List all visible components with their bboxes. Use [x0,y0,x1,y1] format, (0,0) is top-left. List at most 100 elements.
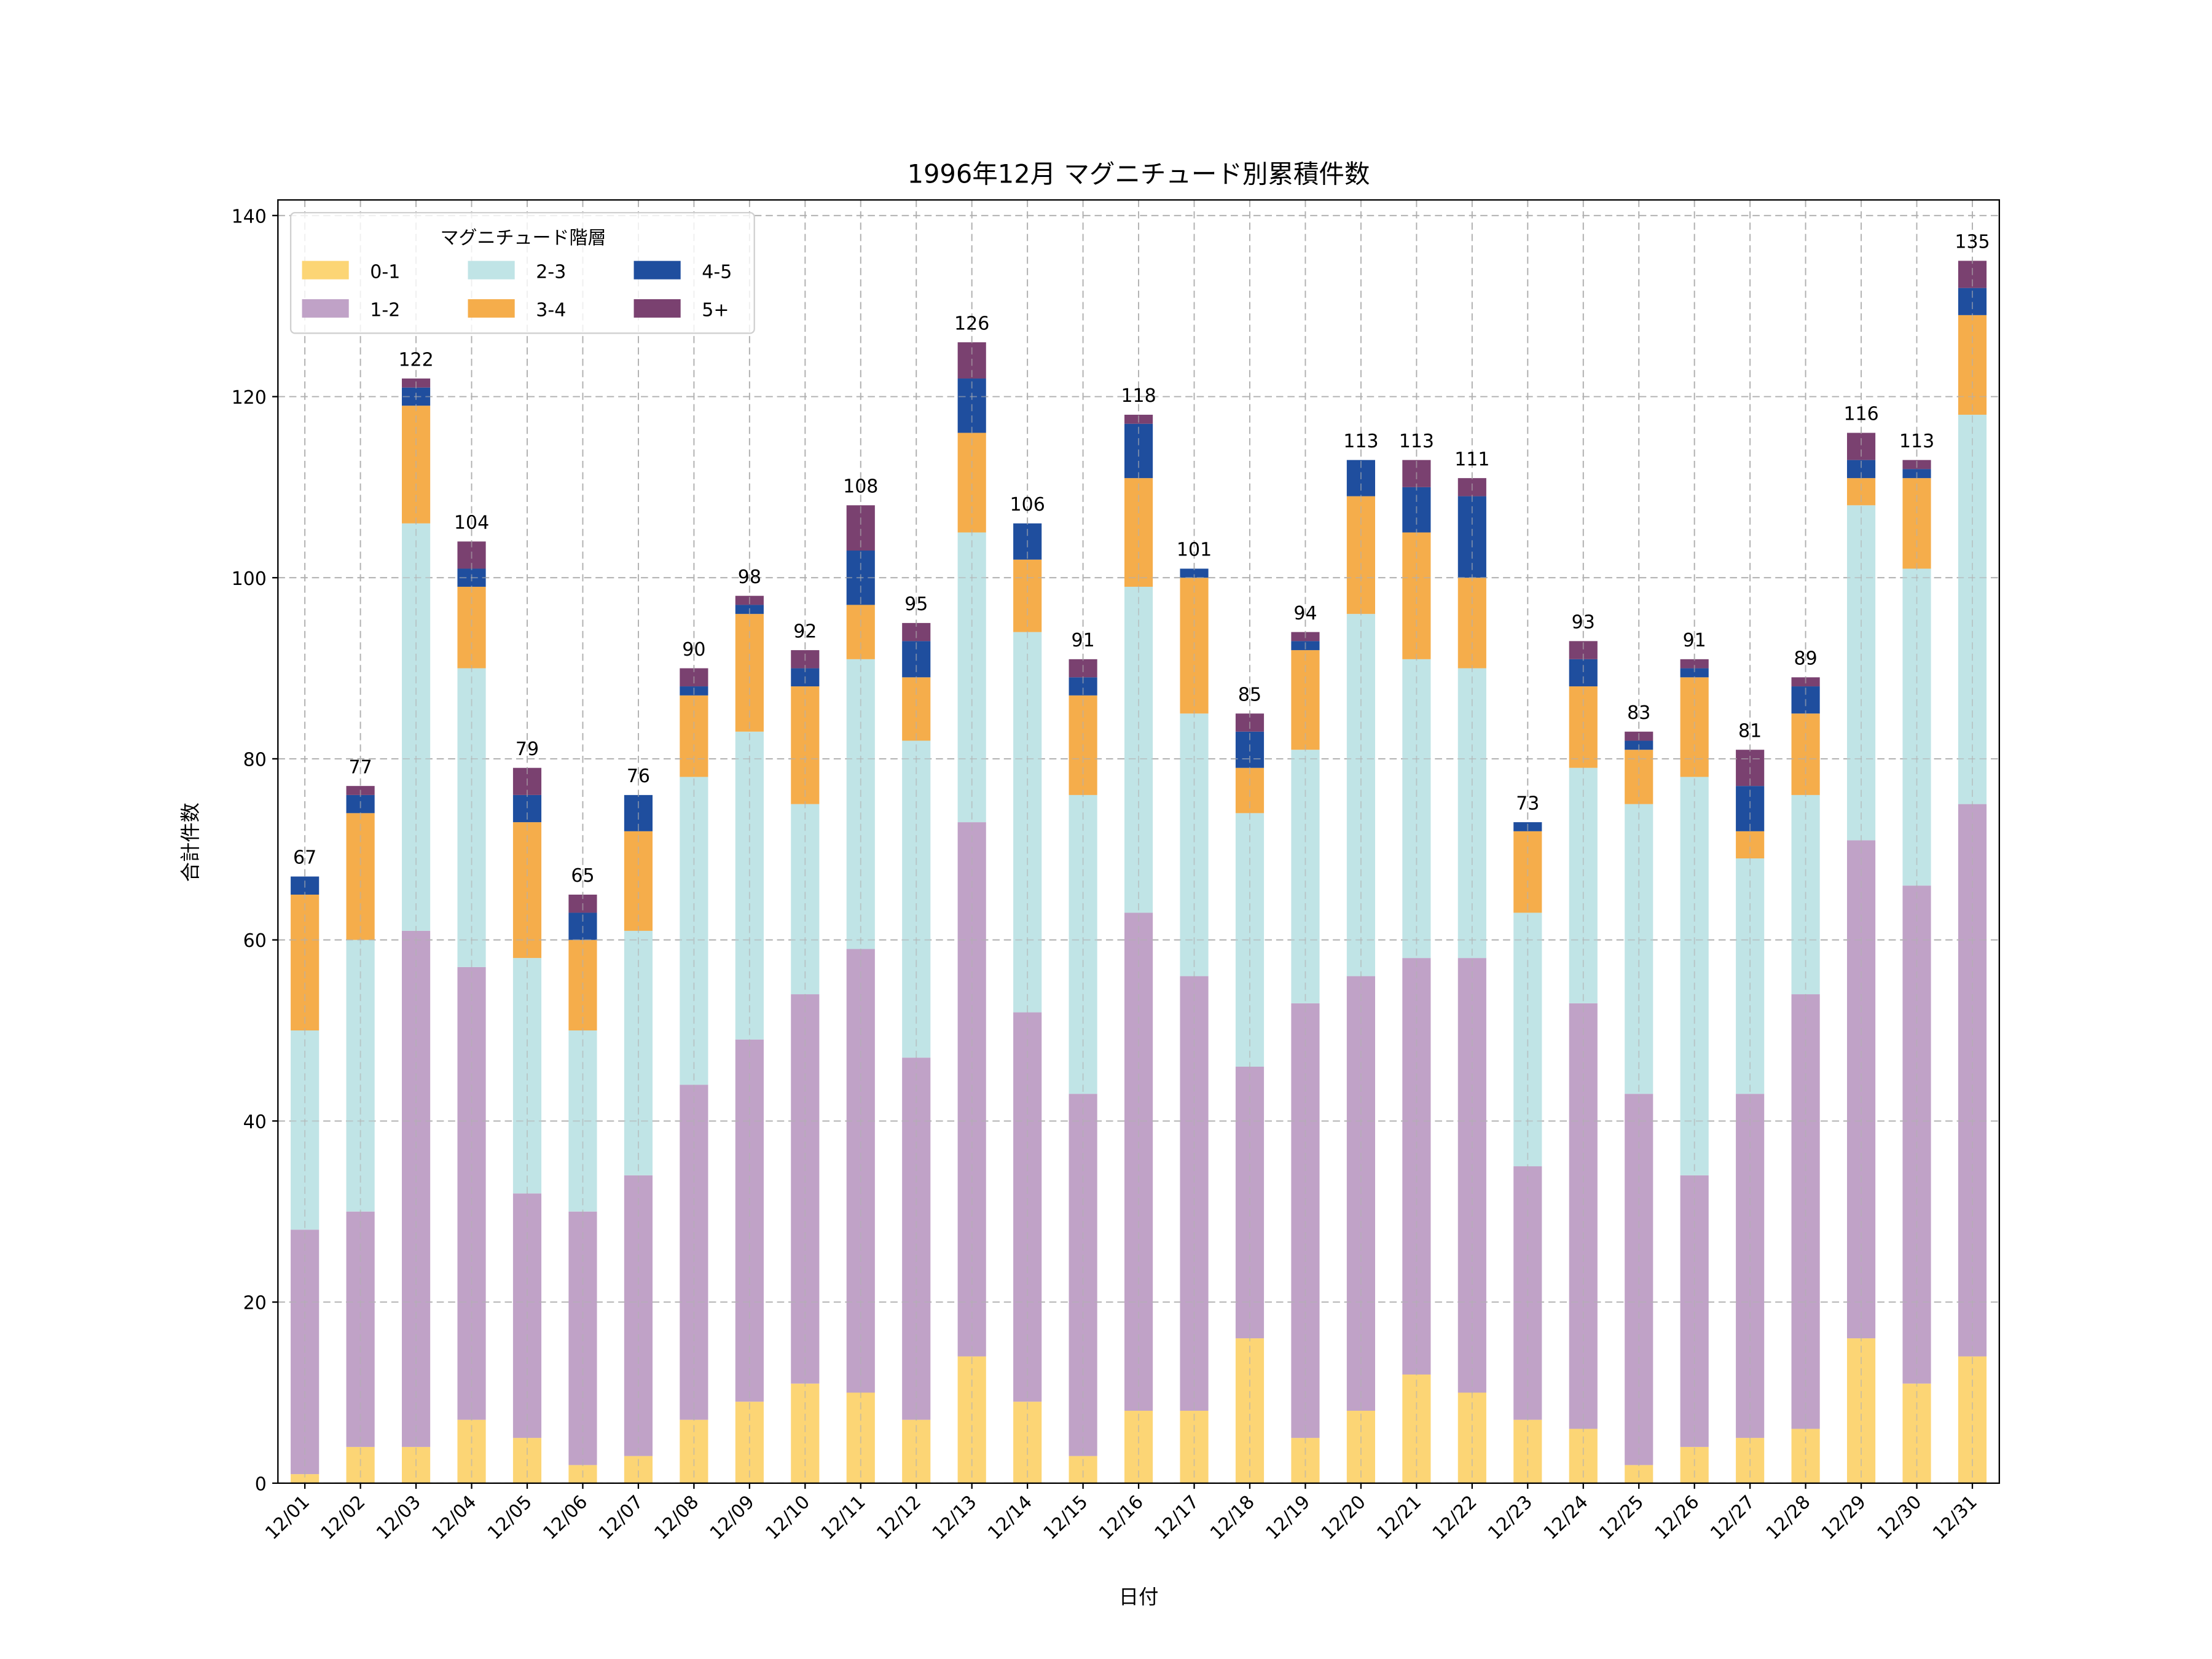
bar-segment-5+ [1680,659,1709,669]
x-axis-label: 日付 [1119,1585,1159,1609]
legend-label-4-5: 4-5 [702,261,732,283]
total-label: 83 [1627,702,1650,724]
legend: マグニチュード階層 0-1 1-2 2-3 3-4 4-5 5+ [289,211,755,334]
total-label: 104 [454,512,489,534]
x-tick-label: 12/29 [1818,1491,1870,1544]
x-tick-label: 12/31 [1929,1491,1982,1544]
total-label: 111 [1454,449,1489,470]
x-tick-label: 12/05 [484,1491,536,1544]
x-tick-label: 12/14 [984,1491,1037,1544]
legend-swatch-2-3 [468,261,515,280]
bar-segment-0-1 [791,1383,820,1483]
x-tick-label: 12/28 [1762,1491,1815,1544]
total-label: 93 [1572,612,1595,633]
x-tick-label: 12/18 [1206,1491,1259,1544]
total-label: 106 [1010,494,1045,516]
total-label: 73 [1516,793,1539,814]
total-label: 122 [398,349,433,371]
x-tick-label: 12/12 [873,1491,925,1544]
total-label: 95 [904,594,928,615]
legend-swatch-1-2 [302,299,349,318]
total-label: 101 [1177,539,1212,561]
legend-swatch-0-1 [302,261,349,280]
x-tick-label: 12/21 [1373,1491,1426,1544]
x-tick-label: 12/03 [372,1491,425,1544]
legend-title: マグニチュード階層 [441,227,606,249]
legend-label-0-1: 0-1 [370,261,400,283]
x-tick-label: 12/30 [1873,1491,1926,1544]
total-label: 92 [793,621,817,642]
chart-title: 1996年12月 マグニチュード別累積件数 [908,159,1370,189]
total-label: 85 [1238,684,1261,705]
legend-label-1-2: 1-2 [370,300,400,321]
x-tick-label: 12/20 [1317,1491,1370,1544]
legend-label-3-4: 3-4 [536,300,566,321]
bar-segment-3-4 [1402,532,1431,659]
total-label: 126 [954,313,989,334]
total-label: 77 [349,756,372,778]
total-label: 91 [1072,630,1095,651]
total-label: 98 [738,567,761,588]
x-tick-label: 12/07 [595,1491,648,1544]
x-tick-label: 12/06 [539,1491,592,1544]
bar-segment-3-4 [957,433,986,533]
total-label: 67 [293,847,316,869]
x-tick-label: 12/27 [1706,1491,1759,1544]
bar-segment-4-5 [1680,668,1709,678]
total-label: 118 [1121,385,1156,407]
y-axis-label: 合計件数 [179,802,202,882]
bar-segment-3-4 [902,677,931,741]
x-tick-label: 12/11 [817,1491,870,1544]
legend-label-2-3: 2-3 [536,261,566,283]
total-label: 65 [571,865,594,887]
y-tick-label: 40 [243,1112,267,1133]
bar-segment-3-4 [512,822,542,959]
x-tick-label: 12/02 [317,1491,370,1544]
x-tick-label: 12/23 [1484,1491,1537,1544]
x-tick-label: 12/19 [1261,1491,1314,1544]
legend-swatch-3-4 [468,299,515,318]
y-tick-label: 20 [243,1293,267,1314]
x-tick-label: 12/08 [650,1491,703,1544]
x-tick-label: 12/09 [706,1491,759,1544]
total-label: 108 [843,476,878,498]
bar-segment-2-3 [1180,713,1209,976]
bar-segment-0-1 [1902,1383,1931,1483]
total-label: 90 [682,639,705,661]
legend-swatch-4-5 [633,261,681,280]
legend-label-5+: 5+ [702,300,729,321]
x-tick-label: 12/13 [928,1491,981,1544]
bar-segment-4-5 [1180,568,1209,578]
y-tick-label: 140 [232,206,267,227]
total-label: 113 [1399,431,1434,452]
x-tick-label: 12/04 [428,1491,481,1544]
total-label: 76 [627,766,650,787]
total-label: 79 [516,739,539,760]
x-tick-label: 12/16 [1095,1491,1148,1544]
x-tick-label: 12/25 [1595,1491,1648,1544]
y-tick-label: 60 [243,930,267,952]
legend-swatch-5+ [633,299,681,318]
total-label: 89 [1794,648,1818,670]
total-label: 81 [1738,720,1762,742]
y-tick-label: 80 [243,749,267,771]
x-tick-label: 12/10 [761,1491,814,1544]
x-tick-label: 12/17 [1151,1491,1204,1544]
y-tick-label: 120 [232,387,267,409]
bar-segment-1-2 [1013,1012,1042,1402]
y-tick-label: 0 [255,1473,267,1495]
y-tick-label: 100 [232,568,267,590]
x-tick-label: 12/15 [1040,1491,1092,1544]
total-label: 113 [1343,431,1378,452]
total-label: 91 [1683,630,1706,651]
x-tick-label: 12/01 [261,1491,314,1544]
total-label: 135 [1955,232,1990,253]
total-label: 113 [1899,431,1934,452]
x-tick-label: 12/22 [1429,1491,1481,1544]
x-tick-label: 12/26 [1651,1491,1704,1544]
bar-segment-1-2 [1680,1175,1709,1447]
total-label: 94 [1293,603,1317,624]
x-tick-label: 12/24 [1540,1491,1593,1544]
bar-segment-0-1 [291,1474,320,1483]
